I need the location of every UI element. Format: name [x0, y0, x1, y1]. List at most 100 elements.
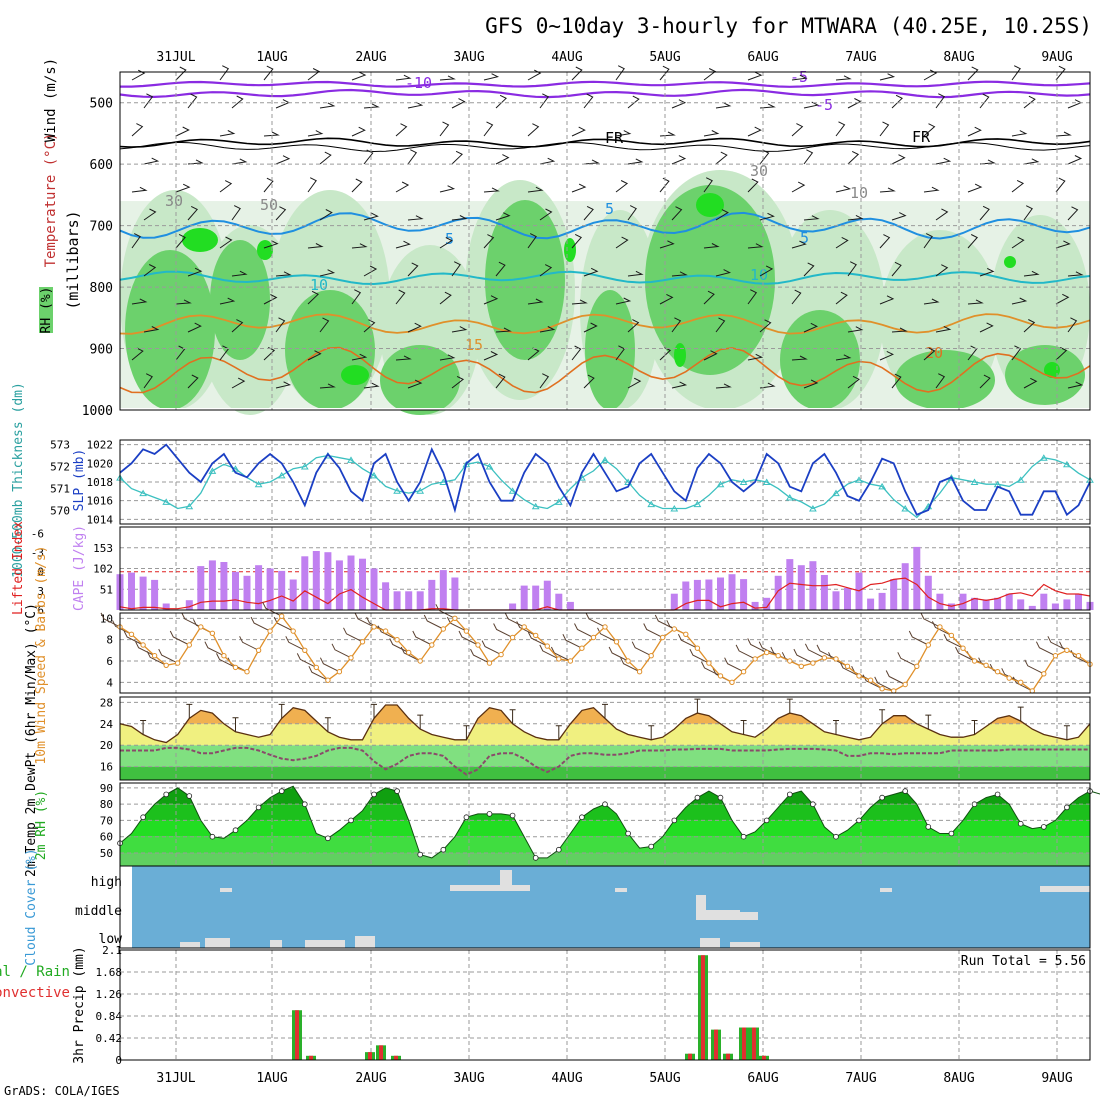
wind-speed-point [533, 632, 539, 639]
wind-speed-point [948, 632, 955, 639]
wind-barb-10m [123, 630, 144, 646]
precip-convective-bar [379, 1045, 383, 1060]
thickness-point [300, 463, 309, 470]
wind-barb [1023, 95, 1036, 109]
wind-barb-10m [758, 641, 779, 657]
wind-barb [407, 215, 424, 221]
temp-band [120, 723, 1090, 746]
precip-convective-bar [752, 1027, 756, 1060]
temp-minmax-bar [1017, 706, 1024, 722]
contour-label: 5 [605, 200, 614, 218]
wind-barb-10m [354, 612, 375, 628]
wind-barb [527, 298, 544, 305]
rh-point [856, 817, 862, 824]
wind-barb-10m [654, 614, 675, 630]
precip-convective-bar [762, 1055, 766, 1060]
wind-barb [1023, 319, 1036, 333]
contour-label: -10 [405, 74, 432, 92]
wind-barb [483, 234, 495, 249]
wind-barb [879, 187, 896, 193]
wind-tick: 4 [106, 676, 113, 689]
cloud-frame [119, 865, 1091, 949]
wind-barb [759, 319, 772, 333]
contour-label: 5 [800, 229, 809, 247]
wind-barb [1055, 347, 1068, 361]
wind-speed-point [348, 655, 354, 661]
precip-convective-bar [714, 1029, 718, 1060]
wind-barb-10m [943, 633, 964, 649]
pressure-tick: 700 [90, 220, 113, 235]
wind-barb [935, 93, 946, 109]
thickness-tick: 570 [50, 505, 70, 518]
wind-barb [747, 353, 764, 361]
wind-barb-10m [319, 657, 340, 673]
wind-speed-point [1029, 688, 1036, 694]
wind-barb [307, 350, 322, 361]
thickness-point [347, 456, 355, 463]
wind-speed-point [740, 669, 747, 675]
wind-barb [319, 209, 333, 221]
wind-barb [175, 299, 192, 305]
wind-barb [175, 183, 191, 193]
wind-barb [275, 381, 292, 389]
wind-speed-point [382, 628, 389, 634]
temp2m-panel: 28 24 20 16 [100, 696, 1091, 780]
wind-barb [935, 208, 949, 221]
cape-axis-label: CAPE (J/kg) [72, 525, 87, 611]
precip-convective-bar [309, 1055, 313, 1060]
wind-barb [791, 289, 802, 305]
wind-barb-10m [839, 661, 860, 677]
wind-barb-10m [735, 644, 756, 660]
wind-barb [1011, 130, 1028, 137]
wind-barb-10m [689, 648, 710, 664]
precip-tick: 0.42 [96, 1032, 123, 1045]
wind-barb [923, 347, 936, 361]
temp-band [120, 745, 1090, 767]
wind-barb-10m [527, 631, 548, 647]
cloud-bar [270, 940, 282, 948]
wind-speed-point [1052, 653, 1059, 659]
wind-barb [835, 185, 852, 193]
rh-band [120, 836, 1090, 853]
wind-speed-point [1018, 679, 1024, 685]
cloud-bar [730, 942, 760, 948]
rh-point [532, 855, 539, 861]
wind-barb [1011, 65, 1021, 81]
wind-barb [451, 98, 466, 109]
cape-bar [751, 601, 759, 610]
precip-tick: 0 [115, 1054, 122, 1067]
contour-label: -5 [790, 68, 808, 86]
panels-layer: 31JUL 31JUL 1AUG 1AUG 2AUG 2AUG 3AUG 3AUG 4AUG 4A… [0, 50, 1100, 1086]
thickness-point [1039, 454, 1048, 461]
wind-barb [835, 354, 852, 361]
wind-barb [1011, 236, 1025, 249]
cape-bar [301, 556, 309, 610]
wind-barb [527, 69, 542, 81]
precip-tick: 1.26 [96, 988, 123, 1001]
cloud-level-label: low [99, 932, 123, 947]
wind-barb [307, 290, 319, 305]
wind-barb [483, 121, 494, 137]
cape-bar [936, 593, 944, 610]
wind-barb [363, 265, 378, 277]
wind-barb [131, 347, 144, 361]
cape-bar [185, 600, 193, 610]
rh2m-axis-label: 2m RH (%) [34, 790, 49, 860]
wind-barb [1011, 297, 1028, 305]
rh-contour-area [895, 350, 995, 410]
wind-speed-point [151, 653, 158, 659]
cape-bar [532, 585, 540, 610]
wind-barb [395, 240, 411, 249]
lifted-index-tick: 6 [37, 604, 44, 617]
wind-barb [847, 261, 857, 277]
wind-barb-10m [1012, 676, 1033, 692]
wind-barb [879, 234, 891, 249]
thickness-point [832, 489, 840, 497]
contour-label: 50 [260, 196, 278, 214]
temp-minmax-bar [602, 703, 608, 719]
wind-barb [571, 183, 587, 193]
rh-point [879, 794, 885, 801]
wind-speed-point [787, 658, 793, 664]
contour-label: -5 [815, 96, 833, 114]
